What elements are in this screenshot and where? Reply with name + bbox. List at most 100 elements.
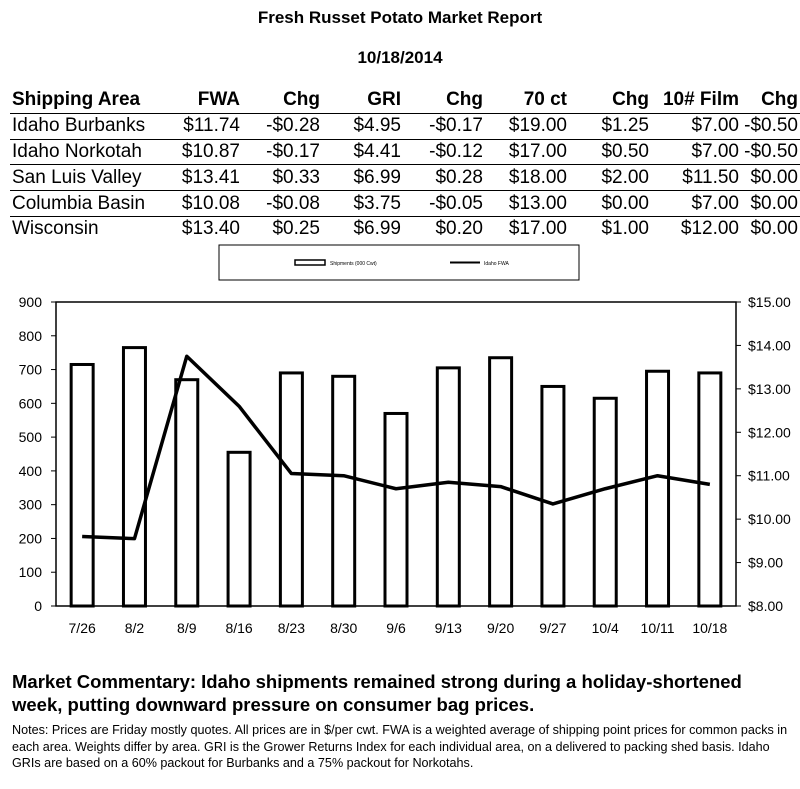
col-header-10film: 10# Film — [651, 88, 741, 114]
table-header-row: Shipping Area FWA Chg GRI Chg 70 ct Chg … — [10, 88, 800, 114]
y-right-tick-label: $9.00 — [748, 555, 783, 571]
shipment-bar — [488, 356, 514, 608]
price-cell: -$0.12 — [403, 139, 485, 166]
x-tick-label: 8/9 — [177, 620, 197, 636]
market-commentary: Market Commentary: Idaho shipments remai… — [12, 671, 742, 715]
y-left-tick-label: 900 — [19, 294, 43, 310]
price-cell: $0.33 — [242, 164, 322, 192]
shipment-bar — [226, 450, 252, 608]
y-left-tick-label: 800 — [19, 328, 43, 344]
x-tick-label: 9/13 — [435, 620, 462, 636]
price-cell: $11.50 — [651, 164, 741, 192]
price-cell: $7.00 — [651, 190, 741, 217]
shipping-area-cell: San Luis Valley — [10, 164, 174, 192]
price-cell: -$0.50 — [741, 113, 800, 140]
price-cell: $0.25 — [272, 218, 320, 240]
col-header-10film-chg: Chg — [741, 88, 800, 114]
price-cell: $0.00 — [741, 164, 800, 192]
col-header-70ct-chg: Chg — [569, 88, 651, 114]
x-tick-label: 8/16 — [225, 620, 252, 636]
price-cell: $0.00 — [569, 190, 651, 217]
price-cell: $0.00 — [741, 190, 800, 217]
x-tick-label: 10/4 — [592, 620, 619, 636]
legend-box — [218, 244, 580, 281]
price-cell: $11.74 — [174, 113, 242, 140]
y-right-tick-label: $8.00 — [748, 598, 783, 614]
price-cell: $6.99 — [353, 218, 401, 240]
y-left-tick-label: 100 — [19, 564, 43, 580]
legend-swatch-shipments — [294, 259, 326, 266]
price-cell: $3.75 — [322, 190, 403, 217]
notes: Notes: Prices are Friday mostly quotes. … — [12, 723, 788, 770]
y-right-tick-label: $11.00 — [748, 468, 790, 484]
price-cell: $1.00 — [601, 218, 649, 240]
price-cell: $1.25 — [569, 113, 651, 140]
table-row: Idaho Burbanks $11.74 -$0.28 $4.95 -$0.17 $19… — [10, 113, 800, 140]
table-row: San Luis Valley $13.41 $0.33 $6.99 $0.28 $18.… — [10, 164, 800, 192]
market-table: Shipping Area FWA Chg GRI Chg 70 ct Chg … — [10, 88, 800, 242]
price-cell: $10.87 — [174, 139, 242, 166]
x-tick-label: 9/27 — [539, 620, 566, 636]
report-title: Fresh Russet Potato Market Report — [257, 8, 543, 27]
price-cell: $13.41 — [174, 164, 242, 192]
legend-label-fwa: Idaho FWA — [484, 261, 509, 267]
price-cell: $7.00 — [651, 113, 741, 140]
y-left-tick-label: 300 — [19, 497, 43, 513]
shipment-bar — [697, 371, 723, 608]
col-header-fwa: FWA — [174, 88, 242, 114]
col-header-fwa-chg: Chg — [242, 88, 322, 114]
price-cell: $0.20 — [435, 218, 483, 240]
shipment-bar — [278, 371, 304, 608]
price-cell: $0.00 — [750, 218, 798, 240]
price-cell: $0.50 — [569, 139, 651, 166]
price-cell: -$0.17 — [403, 113, 485, 140]
y-right-tick-label: $13.00 — [748, 381, 791, 397]
price-cell: $17.00 — [485, 139, 569, 166]
y-left-tick-label: 0 — [34, 598, 42, 614]
price-cell: $7.00 — [651, 139, 741, 166]
price-cell: $10.08 — [174, 190, 242, 217]
x-tick-label: 7/26 — [69, 620, 96, 636]
shipment-bar — [69, 362, 95, 608]
table-row: Columbia Basin $10.08 -$0.08 $3.75 -$0.05 $13… — [10, 190, 800, 217]
price-cell: $6.99 — [322, 164, 403, 192]
shipment-bar — [645, 369, 671, 608]
y-right-tick-label: $15.00 — [748, 294, 791, 310]
y-left-tick-label: 200 — [19, 530, 43, 546]
shipping-area-cell: Idaho Burbanks — [10, 113, 174, 140]
shipping-area-cell: Columbia Basin — [10, 190, 174, 217]
price-cell: $4.41 — [322, 139, 403, 166]
x-tick-label: 8/23 — [278, 620, 305, 636]
price-cell: -$0.28 — [242, 113, 322, 140]
price-cell: -$0.05 — [403, 190, 485, 217]
price-cell: -$0.17 — [242, 139, 322, 166]
table-row: Idaho Norkotah $10.87 -$0.17 $4.41 -$0.12 $17… — [10, 139, 800, 166]
price-cell: $12.00 — [680, 218, 739, 240]
col-header-shipping-area: Shipping Area — [10, 88, 174, 114]
x-tick-label: 9/20 — [487, 620, 514, 636]
price-cell: $0.28 — [403, 164, 485, 192]
shipment-bar — [174, 378, 200, 608]
legend-label-shipments: Shipments (000 Cwt) — [330, 261, 377, 267]
shipment-bar — [540, 384, 566, 608]
y-right-tick-label: $12.00 — [748, 424, 791, 440]
shipment-bar — [121, 346, 147, 608]
price-cell: -$0.50 — [741, 139, 800, 166]
x-tick-label: 10/11 — [641, 620, 675, 636]
price-cell: -$0.08 — [242, 190, 322, 217]
x-tick-label: 8/30 — [330, 620, 357, 636]
price-cell: $2.00 — [569, 164, 651, 192]
y-right-tick-label: $10.00 — [748, 511, 791, 527]
price-cell: $4.95 — [322, 113, 403, 140]
shipment-bar — [331, 374, 357, 608]
shipment-bar — [435, 366, 461, 608]
price-cell: $19.00 — [485, 113, 569, 140]
y-right-tick-label: $14.00 — [748, 337, 791, 353]
price-cell: $17.00 — [508, 218, 567, 240]
price-cell: $18.00 — [485, 164, 569, 192]
price-cell: $13.40 — [181, 218, 240, 240]
shipments-fwa-chart: Shipments (000 Cwt) Idaho FWA 0 100 200 300 40… — [19, 244, 791, 636]
col-header-70ct: 70 ct — [485, 88, 569, 114]
table-row: Wisconsin $13.40 $0.25 $6.99 $0.20 $17.00 $1.0… — [10, 216, 800, 241]
price-cell: $13.00 — [485, 190, 569, 217]
